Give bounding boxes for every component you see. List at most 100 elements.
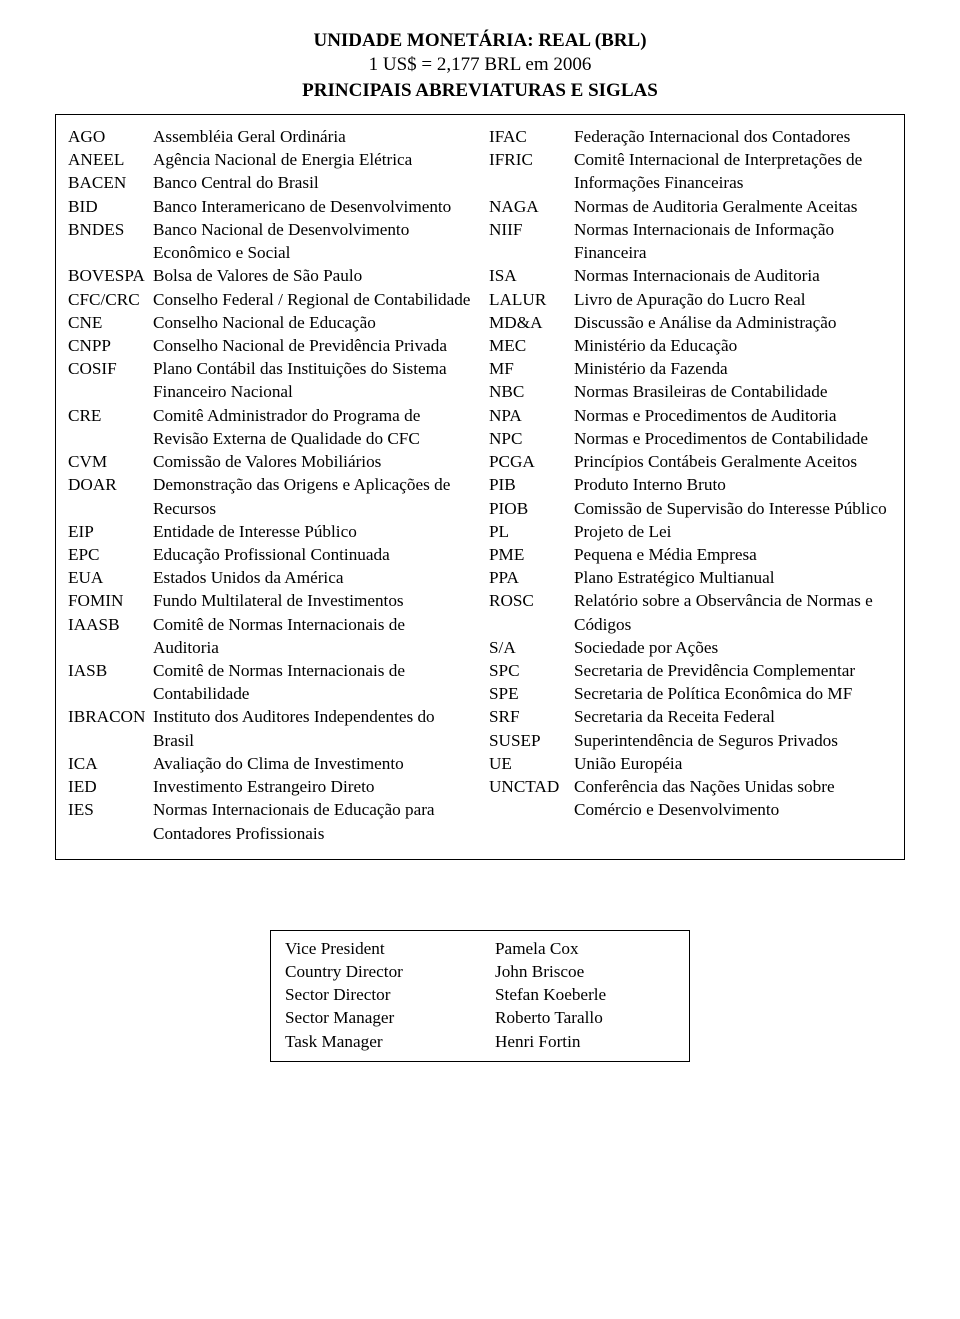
abbrev-code: CRE: [68, 404, 153, 450]
abbrev-code: SRF: [489, 705, 574, 728]
credit-role: Country Director: [285, 960, 495, 983]
abbrev-definition: Normas Internacionais de Auditoria: [574, 264, 892, 287]
abbrev-definition: Discussão e Análise da Administração: [574, 311, 892, 334]
abbrev-entry: NPANormas e Procedimentos de Auditoria: [489, 404, 892, 427]
abbrev-definition: Conferência das Nações Unidas sobre Comé…: [574, 775, 892, 821]
abbrev-code: IFRIC: [489, 148, 574, 194]
abbrev-entry: NBCNormas Brasileiras de Contabilidade: [489, 380, 892, 403]
abbrev-entry: LALURLivro de Apuração do Lucro Real: [489, 288, 892, 311]
abbrev-entry: IESNormas Internacionais de Educação par…: [68, 798, 471, 844]
abbrev-definition: Comitê de Normas Internacionais de Conta…: [153, 659, 471, 705]
abbrev-entry: ROSCRelatório sobre a Observância de Nor…: [489, 589, 892, 635]
abbrev-entry: CFC/CRCConselho Federal / Regional de Co…: [68, 288, 471, 311]
credit-name: Henri Fortin: [495, 1030, 675, 1053]
header: UNIDADE MONETÁRIA: REAL (BRL) 1 US$ = 2,…: [55, 30, 905, 102]
abbrev-definition: Produto Interno Bruto: [574, 473, 892, 496]
abbrev-code: ISA: [489, 264, 574, 287]
abbrev-definition: Agência Nacional de Energia Elétrica: [153, 148, 471, 171]
abbrev-definition: Ministério da Fazenda: [574, 357, 892, 380]
credit-row: Sector DirectorStefan Koeberle: [285, 983, 675, 1006]
abbrev-definition: União Européia: [574, 752, 892, 775]
abbrev-entry: EUAEstados Unidos da América: [68, 566, 471, 589]
abbrev-entry: IAASBComitê de Normas Internacionais de …: [68, 613, 471, 659]
abbrev-entry: IFACFederação Internacional dos Contador…: [489, 125, 892, 148]
abbrev-entry: MECMinistério da Educação: [489, 334, 892, 357]
abbrev-code: MF: [489, 357, 574, 380]
abbrev-entry: BACENBanco Central do Brasil: [68, 171, 471, 194]
abbreviations-box: AGOAssembléia Geral OrdináriaANEELAgênci…: [55, 114, 905, 860]
abbrev-entry: AGOAssembléia Geral Ordinária: [68, 125, 471, 148]
abbrev-definition: Normas e Procedimentos de Contabilidade: [574, 427, 892, 450]
abbrev-entry: MD&ADiscussão e Análise da Administração: [489, 311, 892, 334]
abbrev-entry: UNCTADConferência das Nações Unidas sobr…: [489, 775, 892, 821]
abbrev-code: SPC: [489, 659, 574, 682]
title-abbreviations: PRINCIPAIS ABREVIATURAS E SIGLAS: [55, 80, 905, 102]
abbrev-code: IBRACON: [68, 705, 153, 751]
abbrev-entry: IEDInvestimento Estrangeiro Direto: [68, 775, 471, 798]
abbrev-definition: Plano Contábil das Instituições do Siste…: [153, 357, 471, 403]
credit-name: Roberto Tarallo: [495, 1006, 675, 1029]
abbrev-entry: PIOBComissão de Supervisão do Interesse …: [489, 497, 892, 520]
abbrev-definition: Banco Central do Brasil: [153, 171, 471, 194]
abbrev-definition: Estados Unidos da América: [153, 566, 471, 589]
abbrev-code: PME: [489, 543, 574, 566]
abbrev-code: NAGA: [489, 195, 574, 218]
abbrev-entry: UEUnião Européia: [489, 752, 892, 775]
abbrev-code: PCGA: [489, 450, 574, 473]
abbrev-code: SUSEP: [489, 729, 574, 752]
page: UNIDADE MONETÁRIA: REAL (BRL) 1 US$ = 2,…: [0, 0, 960, 1102]
abbrev-code: NIIF: [489, 218, 574, 264]
abbrev-definition: Conselho Federal / Regional de Contabili…: [153, 288, 471, 311]
abbrev-code: IAASB: [68, 613, 153, 659]
abbrev-code: PPA: [489, 566, 574, 589]
abbrev-entry: CREComitê Administrador do Programa de R…: [68, 404, 471, 450]
abbrev-definition: Secretaria da Receita Federal: [574, 705, 892, 728]
abbrev-code: IED: [68, 775, 153, 798]
abbrev-entry: EIPEntidade de Interesse Público: [68, 520, 471, 543]
abbrev-definition: Projeto de Lei: [574, 520, 892, 543]
abbrev-entry: CNPPConselho Nacional de Previdência Pri…: [68, 334, 471, 357]
abbrev-definition: Comitê de Normas Internacionais de Audit…: [153, 613, 471, 659]
abbrev-definition: Bolsa de Valores de São Paulo: [153, 264, 471, 287]
abbrev-code: IASB: [68, 659, 153, 705]
abbrev-code: IES: [68, 798, 153, 844]
abbrev-definition: Assembléia Geral Ordinária: [153, 125, 471, 148]
abbrev-code: BNDES: [68, 218, 153, 264]
abbrev-code: SPE: [489, 682, 574, 705]
abbrev-definition: Plano Estratégico Multianual: [574, 566, 892, 589]
abbrev-code: CFC/CRC: [68, 288, 153, 311]
abbrev-code: BOVESPA: [68, 264, 153, 287]
credit-row: Sector ManagerRoberto Tarallo: [285, 1006, 675, 1029]
abbrev-definition: Normas Internacionais de Educação para C…: [153, 798, 471, 844]
abbrev-entry: ANEELAgência Nacional de Energia Elétric…: [68, 148, 471, 171]
abbrev-entry: IASBComitê de Normas Internacionais de C…: [68, 659, 471, 705]
abbrev-definition: Normas Internacionais de Informação Fina…: [574, 218, 892, 264]
abbrev-entry: SPESecretaria de Política Econômica do M…: [489, 682, 892, 705]
abbrev-entry: DOARDemonstração das Origens e Aplicaçõe…: [68, 473, 471, 519]
credit-name: Stefan Koeberle: [495, 983, 675, 1006]
abbrev-code: PIB: [489, 473, 574, 496]
abbrev-definition: Educação Profissional Continuada: [153, 543, 471, 566]
abbrev-definition: Comissão de Valores Mobiliários: [153, 450, 471, 473]
abbrev-code: MD&A: [489, 311, 574, 334]
abbrev-code: BACEN: [68, 171, 153, 194]
abbrev-entry: BIDBanco Interamericano de Desenvolvimen…: [68, 195, 471, 218]
abbrev-definition: Sociedade por Ações: [574, 636, 892, 659]
abbrev-definition: Investimento Estrangeiro Direto: [153, 775, 471, 798]
abbrev-definition: Conselho Nacional de Previdência Privada: [153, 334, 471, 357]
abbrev-entry: BNDESBanco Nacional de Desenvolvimento E…: [68, 218, 471, 264]
abbrev-entry: IFRICComitê Internacional de Interpretaç…: [489, 148, 892, 194]
abbrev-entry: EPCEducação Profissional Continuada: [68, 543, 471, 566]
abbrev-entry: CNEConselho Nacional de Educação: [68, 311, 471, 334]
abbrev-column-left: AGOAssembléia Geral OrdináriaANEELAgênci…: [68, 125, 471, 845]
abbrev-definition: Normas de Auditoria Geralmente Aceitas: [574, 195, 892, 218]
credit-role: Sector Director: [285, 983, 495, 1006]
title-monetary-unit: UNIDADE MONETÁRIA: REAL (BRL): [55, 30, 905, 52]
abbrev-definition: Livro de Apuração do Lucro Real: [574, 288, 892, 311]
abbrev-entry: IBRACONInstituto dos Auditores Independe…: [68, 705, 471, 751]
abbrev-definition: Entidade de Interesse Público: [153, 520, 471, 543]
credit-row: Task ManagerHenri Fortin: [285, 1030, 675, 1053]
credit-name: Pamela Cox: [495, 937, 675, 960]
credit-name: John Briscoe: [495, 960, 675, 983]
abbrev-code: CNE: [68, 311, 153, 334]
